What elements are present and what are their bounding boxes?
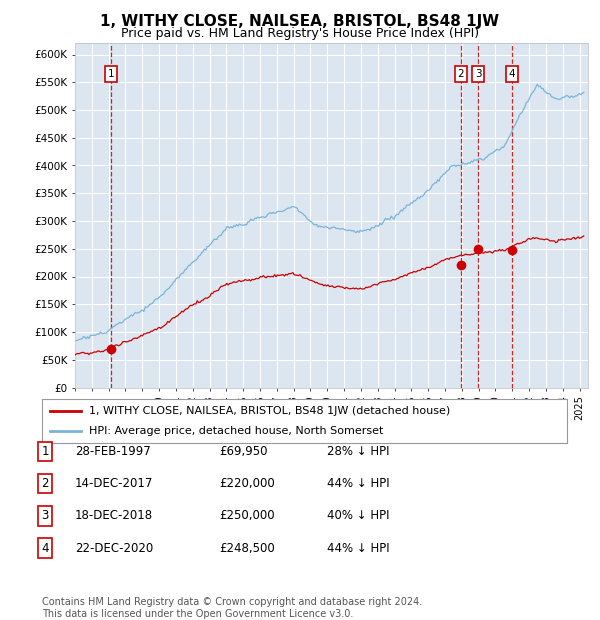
Text: 14-DEC-2017: 14-DEC-2017 (75, 477, 154, 490)
Text: £69,950: £69,950 (219, 445, 268, 458)
Text: HPI: Average price, detached house, North Somerset: HPI: Average price, detached house, Nort… (89, 426, 383, 436)
Text: 2: 2 (458, 69, 464, 79)
Text: 2: 2 (41, 477, 49, 490)
Text: 40% ↓ HPI: 40% ↓ HPI (327, 510, 389, 522)
Text: £250,000: £250,000 (219, 510, 275, 522)
Text: 18-DEC-2018: 18-DEC-2018 (75, 510, 153, 522)
Text: 1: 1 (108, 69, 115, 79)
Text: 1: 1 (41, 445, 49, 458)
Text: 1, WITHY CLOSE, NAILSEA, BRISTOL, BS48 1JW: 1, WITHY CLOSE, NAILSEA, BRISTOL, BS48 1… (100, 14, 500, 29)
Text: 3: 3 (41, 510, 49, 522)
Text: 3: 3 (475, 69, 481, 79)
Text: 22-DEC-2020: 22-DEC-2020 (75, 542, 153, 554)
Text: 1, WITHY CLOSE, NAILSEA, BRISTOL, BS48 1JW (detached house): 1, WITHY CLOSE, NAILSEA, BRISTOL, BS48 1… (89, 405, 451, 416)
Text: £248,500: £248,500 (219, 542, 275, 554)
Text: 44% ↓ HPI: 44% ↓ HPI (327, 542, 389, 554)
Text: 4: 4 (508, 69, 515, 79)
Text: Price paid vs. HM Land Registry's House Price Index (HPI): Price paid vs. HM Land Registry's House … (121, 27, 479, 40)
Text: £220,000: £220,000 (219, 477, 275, 490)
Text: 28-FEB-1997: 28-FEB-1997 (75, 445, 151, 458)
Text: 44% ↓ HPI: 44% ↓ HPI (327, 477, 389, 490)
Text: 4: 4 (41, 542, 49, 554)
Text: Contains HM Land Registry data © Crown copyright and database right 2024.
This d: Contains HM Land Registry data © Crown c… (42, 597, 422, 619)
Text: 28% ↓ HPI: 28% ↓ HPI (327, 445, 389, 458)
